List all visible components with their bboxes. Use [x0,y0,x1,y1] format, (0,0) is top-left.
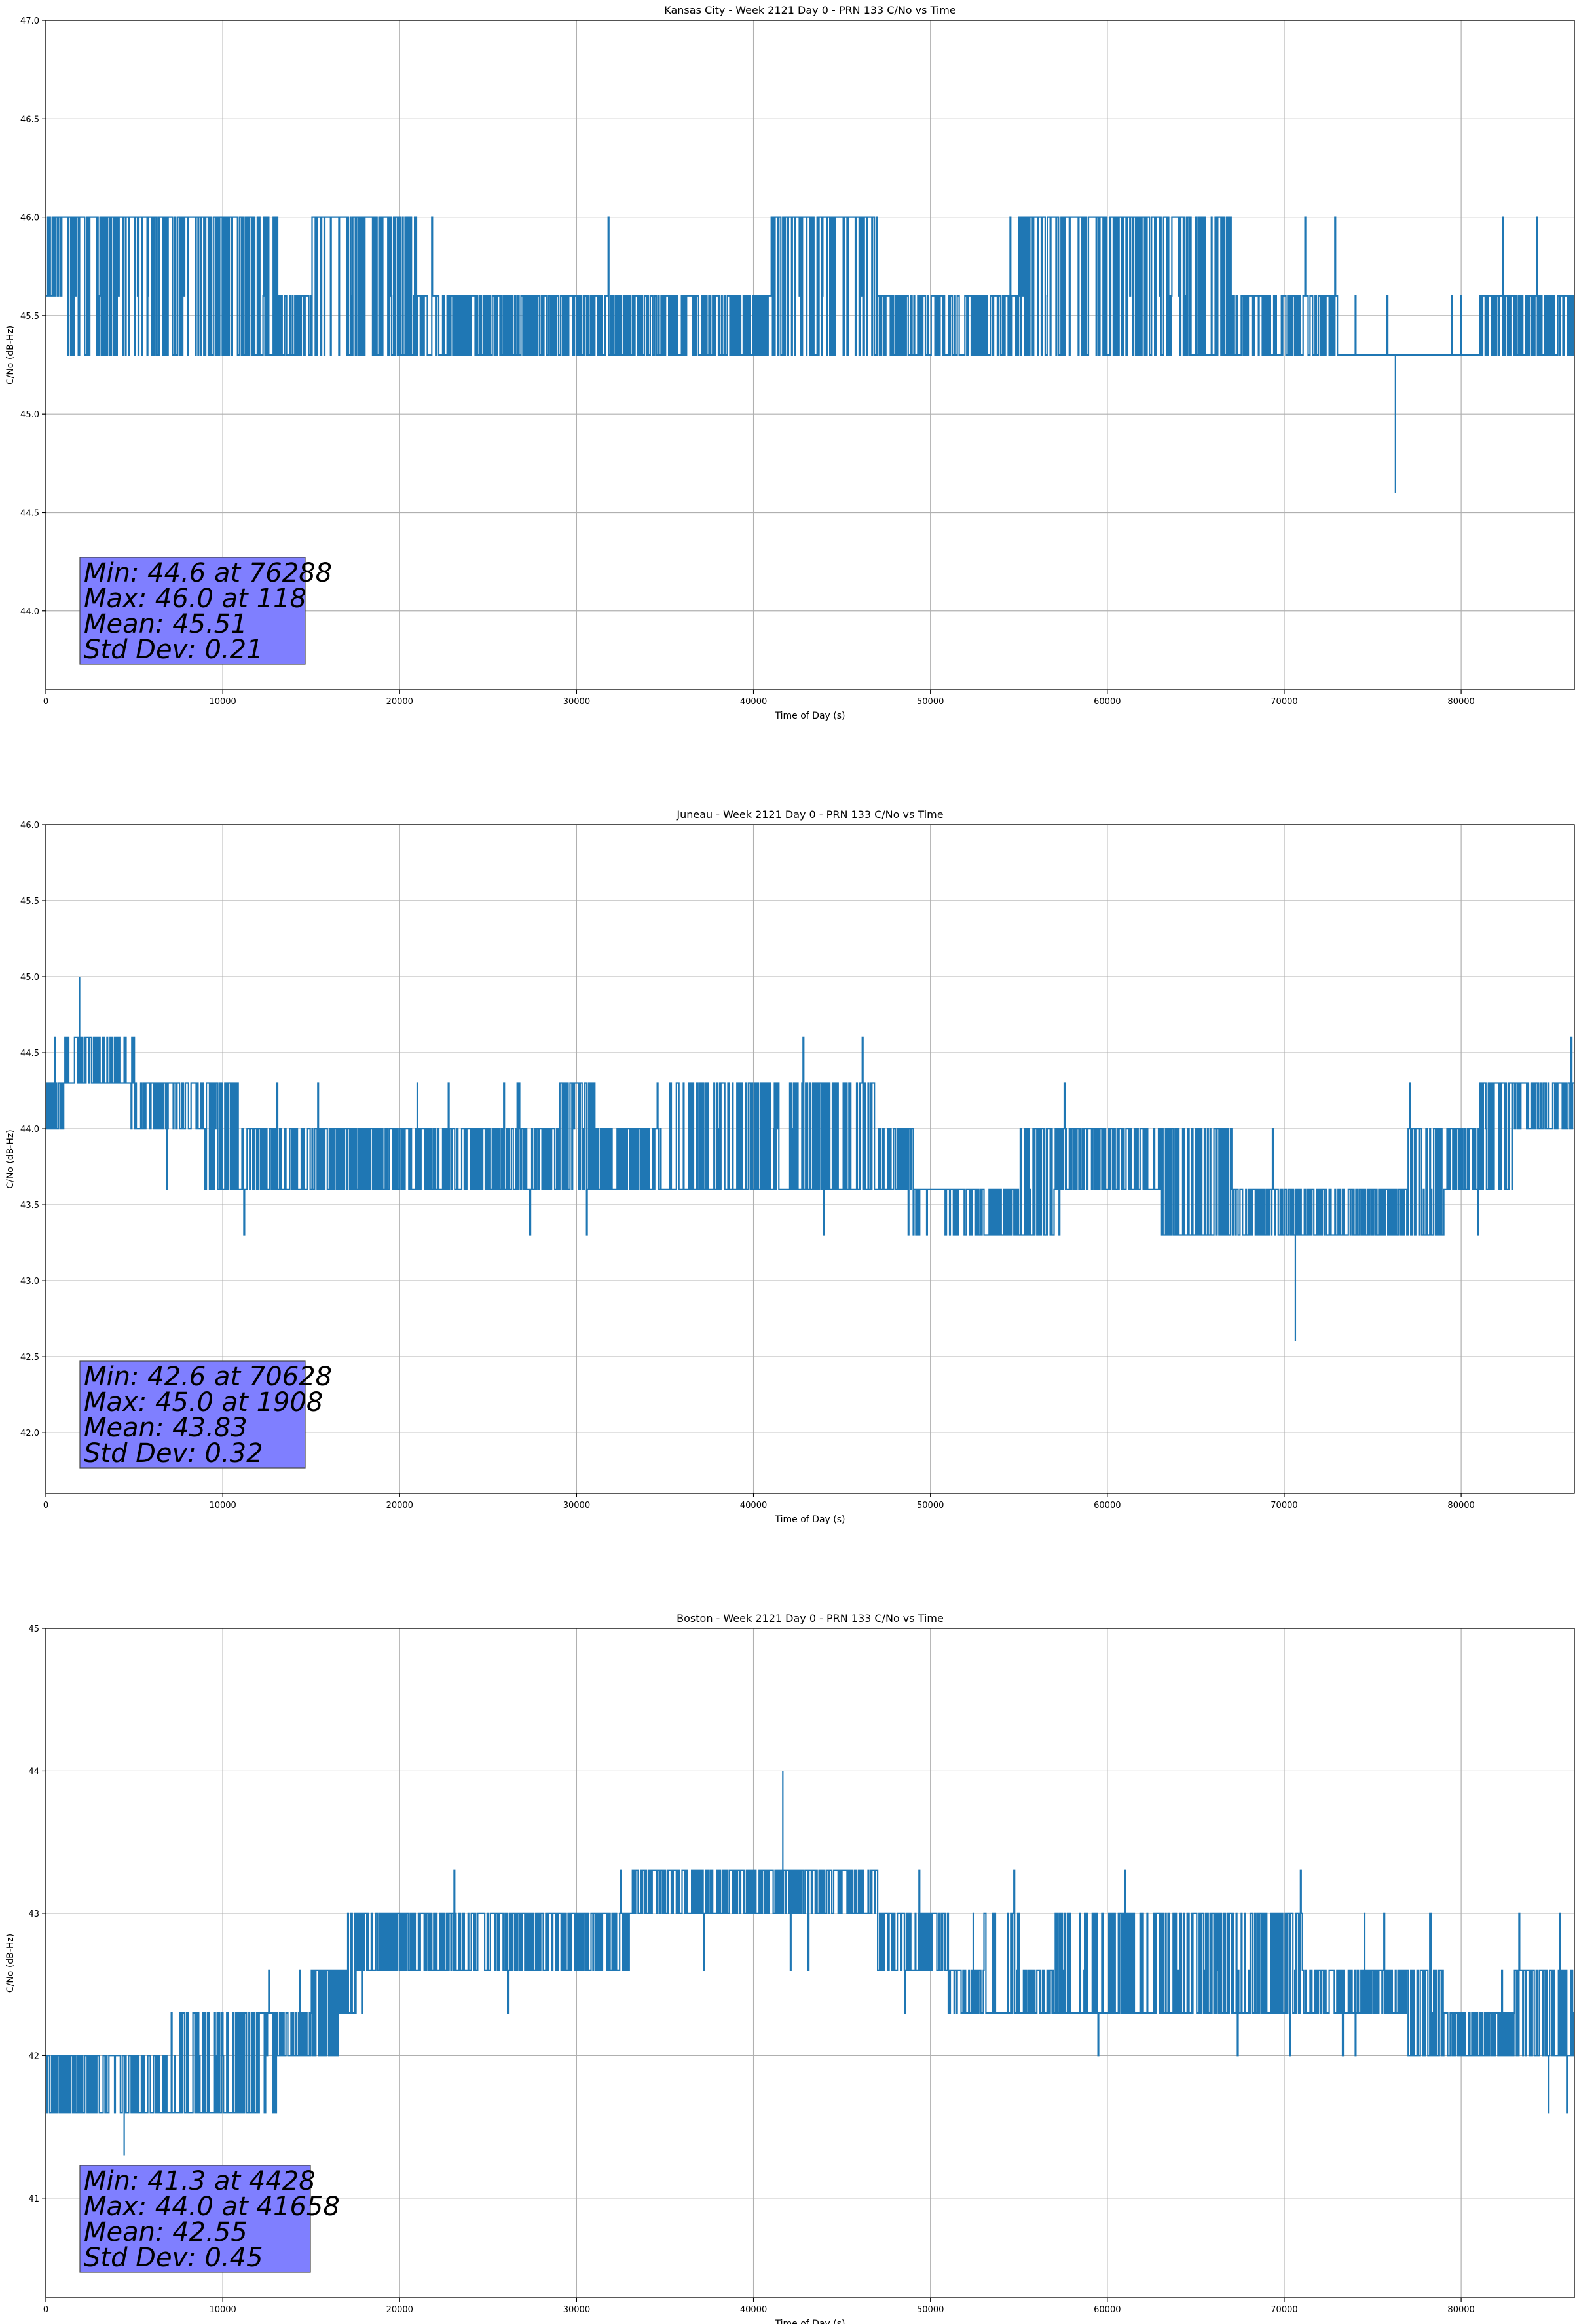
chart-panel-3: 0 10000 20000 30000 40000 50000 60000 70000 8000… [5,1612,1575,2324]
y-tick-label: 42.5 [20,1353,39,1362]
x-tick-label: 70000 [1271,1501,1297,1510]
y-tick-label: 44.5 [20,508,39,518]
stats-std: Std Dev: 0.45 [84,2243,263,2273]
y-tick-label: 45.0 [20,410,39,420]
y-tick-label: 43.5 [20,1201,39,1210]
y-axis-label: C/No (dB-Hz) [5,326,16,384]
stats-min: Min: 44.6 at 76288 [84,558,332,588]
axes-frame [45,20,1575,690]
y-tick-label: 44.0 [20,1125,39,1134]
y-tick-label: 42 [28,2052,39,2061]
stats-mean: Mean: 42.55 [84,2217,248,2247]
x-tick-label: 50000 [917,2305,944,2315]
y-tick-label: 46.5 [20,115,39,124]
axes-frame [45,824,1575,1494]
x-tick-label: 30000 [563,1501,590,1510]
stats-box [79,557,306,665]
x-tick-label: 60000 [1094,697,1121,707]
x-axis-label: Time of Day (s) [775,2319,845,2324]
stats-std: Std Dev: 0.21 [84,635,263,665]
x-tick-label: 20000 [386,2305,413,2315]
y-tick-label: 43.0 [20,1277,39,1286]
stats-max: Max: 44.0 at 41658 [84,2192,340,2222]
y-tick-label: 46.0 [20,821,39,831]
y-tick-label: 45.0 [20,973,39,983]
x-tick-label: 10000 [209,2305,236,2315]
chart-title: Boston - Week 2121 Day 0 - PRN 133 C/No … [677,1612,944,1624]
x-tick-label: 0 [43,697,48,707]
x-tick-label: 30000 [563,2305,590,2315]
y-tick-label: 46.0 [20,214,39,223]
y-tick-label: 44.0 [20,607,39,617]
y-tick-label: 45 [28,1624,39,1634]
y-tick-label: 47.0 [20,16,39,26]
axes-frame [45,1628,1575,2298]
y-axis-label: C/No (dB-Hz) [5,1934,16,1993]
y-tick-label: 43 [28,1909,39,1919]
x-tick-label: 10000 [209,1501,236,1510]
x-tick-label: 50000 [917,697,944,707]
x-tick-label: 30000 [563,697,590,707]
chart-panel-1: 0 10000 20000 30000 40000 50000 60000 70000 8000… [5,4,1575,721]
stats-box [79,1360,306,1469]
x-tick-label: 80000 [1447,2305,1474,2315]
x-tick-label: 50000 [917,1501,944,1510]
chart-title: Kansas City - Week 2121 Day 0 - PRN 133 … [664,4,955,16]
stats-std: Std Dev: 0.32 [84,1438,263,1469]
y-tick-label: 44.5 [20,1049,39,1059]
x-tick-label: 40000 [740,1501,767,1510]
x-tick-label: 70000 [1271,2305,1297,2315]
y-tick-label: 45.5 [20,897,39,907]
chart-panel-2: 0 10000 20000 30000 40000 50000 60000 70000 8000… [5,808,1575,1525]
y-axis-label: C/No (dB-Hz) [5,1129,16,1188]
stats-max: Max: 46.0 at 118 [84,584,306,614]
x-tick-label: 40000 [740,697,767,707]
x-tick-label: 20000 [386,697,413,707]
stats-box [79,2165,311,2273]
y-tick-label: 42.0 [20,1429,39,1438]
stats-mean: Mean: 45.51 [84,609,248,639]
x-tick-label: 40000 [740,2305,767,2315]
x-tick-label: 60000 [1094,2305,1121,2315]
series-line [46,1036,1574,1236]
stats-min: Min: 42.6 at 70628 [84,1362,332,1392]
x-tick-label: 60000 [1094,1501,1121,1510]
x-tick-label: 10000 [209,697,236,707]
y-tick-label: 44 [28,1767,39,1776]
x-axis-label: Time of Day (s) [775,1514,845,1525]
x-tick-label: 80000 [1447,697,1474,707]
x-tick-label: 0 [43,1501,48,1510]
stats-min: Min: 41.3 at 4428 [84,2166,316,2196]
y-tick-label: 45.5 [20,312,39,322]
x-tick-label: 70000 [1271,697,1297,707]
series-line [46,1869,1574,2114]
x-tick-label: 0 [43,2305,48,2315]
series-line [46,216,1574,356]
chart-title: Juneau - Week 2121 Day 0 - PRN 133 C/No … [676,808,943,821]
x-tick-label: 80000 [1447,1501,1474,1510]
x-axis-label: Time of Day (s) [775,711,845,721]
y-tick-label: 41 [28,2194,39,2204]
stats-mean: Mean: 43.83 [84,1413,248,1443]
stats-max: Max: 45.0 at 1908 [84,1387,323,1417]
x-tick-label: 20000 [386,1501,413,1510]
